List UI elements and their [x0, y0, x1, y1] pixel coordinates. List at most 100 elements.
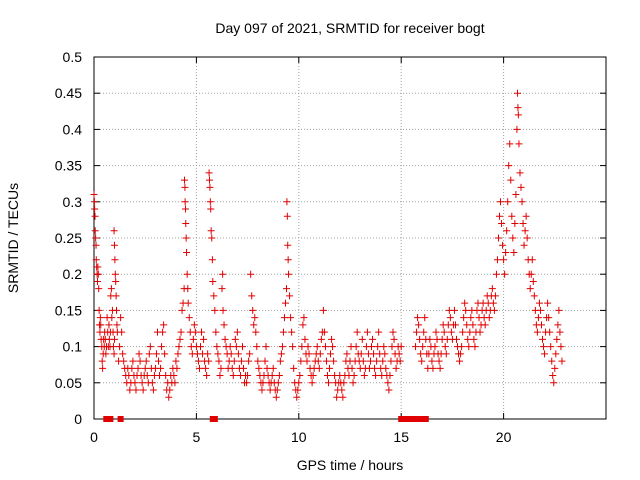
data-point: [166, 386, 174, 394]
data-point: [275, 372, 283, 380]
data-point: [413, 328, 421, 336]
data-point: [461, 299, 469, 307]
data-point: [501, 270, 509, 278]
data-point: [397, 343, 405, 351]
data-point: [92, 241, 100, 249]
data-point: [156, 372, 164, 380]
data-point: [261, 357, 269, 365]
data-point: [498, 220, 506, 228]
data-point: [206, 183, 214, 191]
data-point: [420, 328, 428, 336]
data-point: [173, 364, 181, 372]
data-point: [132, 386, 140, 394]
data-point: [366, 357, 374, 365]
data-point: [504, 198, 512, 206]
data-point: [338, 386, 346, 394]
data-point: [262, 343, 270, 351]
data-point: [231, 335, 239, 343]
data-point: [534, 314, 542, 322]
data-point: [102, 350, 110, 358]
data-point: [273, 386, 281, 394]
data-point: [196, 343, 204, 351]
data-point: [176, 335, 184, 343]
data-point: [496, 212, 504, 220]
data-point: [328, 335, 336, 343]
data-point: [557, 343, 565, 351]
data-point: [250, 321, 258, 329]
data-point: [317, 335, 325, 343]
data-point: [320, 328, 328, 336]
x-tick-label: 10: [291, 429, 307, 445]
data-point: [352, 343, 360, 351]
data-point: [93, 277, 101, 285]
data-point: [426, 335, 434, 343]
data-point: [546, 328, 554, 336]
data-point: [556, 328, 564, 336]
data-point: [550, 379, 558, 387]
y-tick-label: 0.3: [63, 194, 83, 210]
data-point: [184, 285, 192, 293]
data-point: [159, 328, 167, 336]
data-point: [305, 350, 313, 358]
data-point: [211, 416, 218, 422]
data-point: [541, 350, 549, 358]
y-axis-label: SRMTID / TECUs: [5, 183, 21, 293]
data-point: [440, 328, 448, 336]
data-point: [202, 364, 210, 372]
data-point: [145, 350, 153, 358]
data-point: [410, 416, 417, 422]
data-point: [421, 314, 429, 322]
data-point: [268, 372, 276, 380]
data-point: [111, 256, 119, 264]
data-point: [514, 111, 522, 119]
data-point: [451, 321, 459, 329]
data-point: [281, 299, 289, 307]
data-point: [493, 256, 501, 264]
data-point: [547, 343, 555, 351]
y-tick-label: 0.35: [55, 158, 82, 174]
data-point: [112, 277, 120, 285]
data-point: [370, 350, 378, 358]
data-point: [158, 343, 166, 351]
data-point: [429, 364, 437, 372]
y-tick-label: 0.4: [63, 121, 83, 137]
data-point: [183, 270, 191, 278]
data-point: [118, 328, 126, 336]
data-point: [92, 234, 100, 242]
data-point: [490, 306, 498, 314]
data-point: [369, 335, 377, 343]
data-point: [419, 343, 427, 351]
data-point: [396, 357, 404, 365]
data-point: [111, 270, 119, 278]
data-point: [313, 343, 321, 351]
data-point: [287, 314, 295, 322]
x-tick-label: 5: [193, 429, 201, 445]
data-point: [203, 372, 211, 380]
data-point: [208, 256, 216, 264]
data-point: [90, 198, 98, 206]
data-point: [450, 306, 458, 314]
data-point: [204, 350, 212, 358]
data-point: [237, 357, 245, 365]
data-point: [190, 321, 198, 329]
data-point: [138, 379, 146, 387]
data-point: [514, 89, 522, 97]
data-point: [537, 321, 545, 329]
data-point: [384, 379, 392, 387]
data-point: [92, 256, 100, 264]
data-point: [149, 386, 157, 394]
data-point: [509, 234, 517, 242]
x-tick-label: 20: [496, 429, 512, 445]
data-point: [290, 364, 298, 372]
data-point: [512, 191, 520, 199]
data-point: [182, 234, 190, 242]
data-point: [422, 416, 429, 422]
data-point: [216, 372, 224, 380]
data-point: [294, 386, 302, 394]
data-point: [110, 227, 118, 235]
x-tick-label: 15: [393, 429, 409, 445]
data-point: [357, 350, 365, 358]
data-point: [545, 314, 553, 322]
data-point: [459, 328, 467, 336]
